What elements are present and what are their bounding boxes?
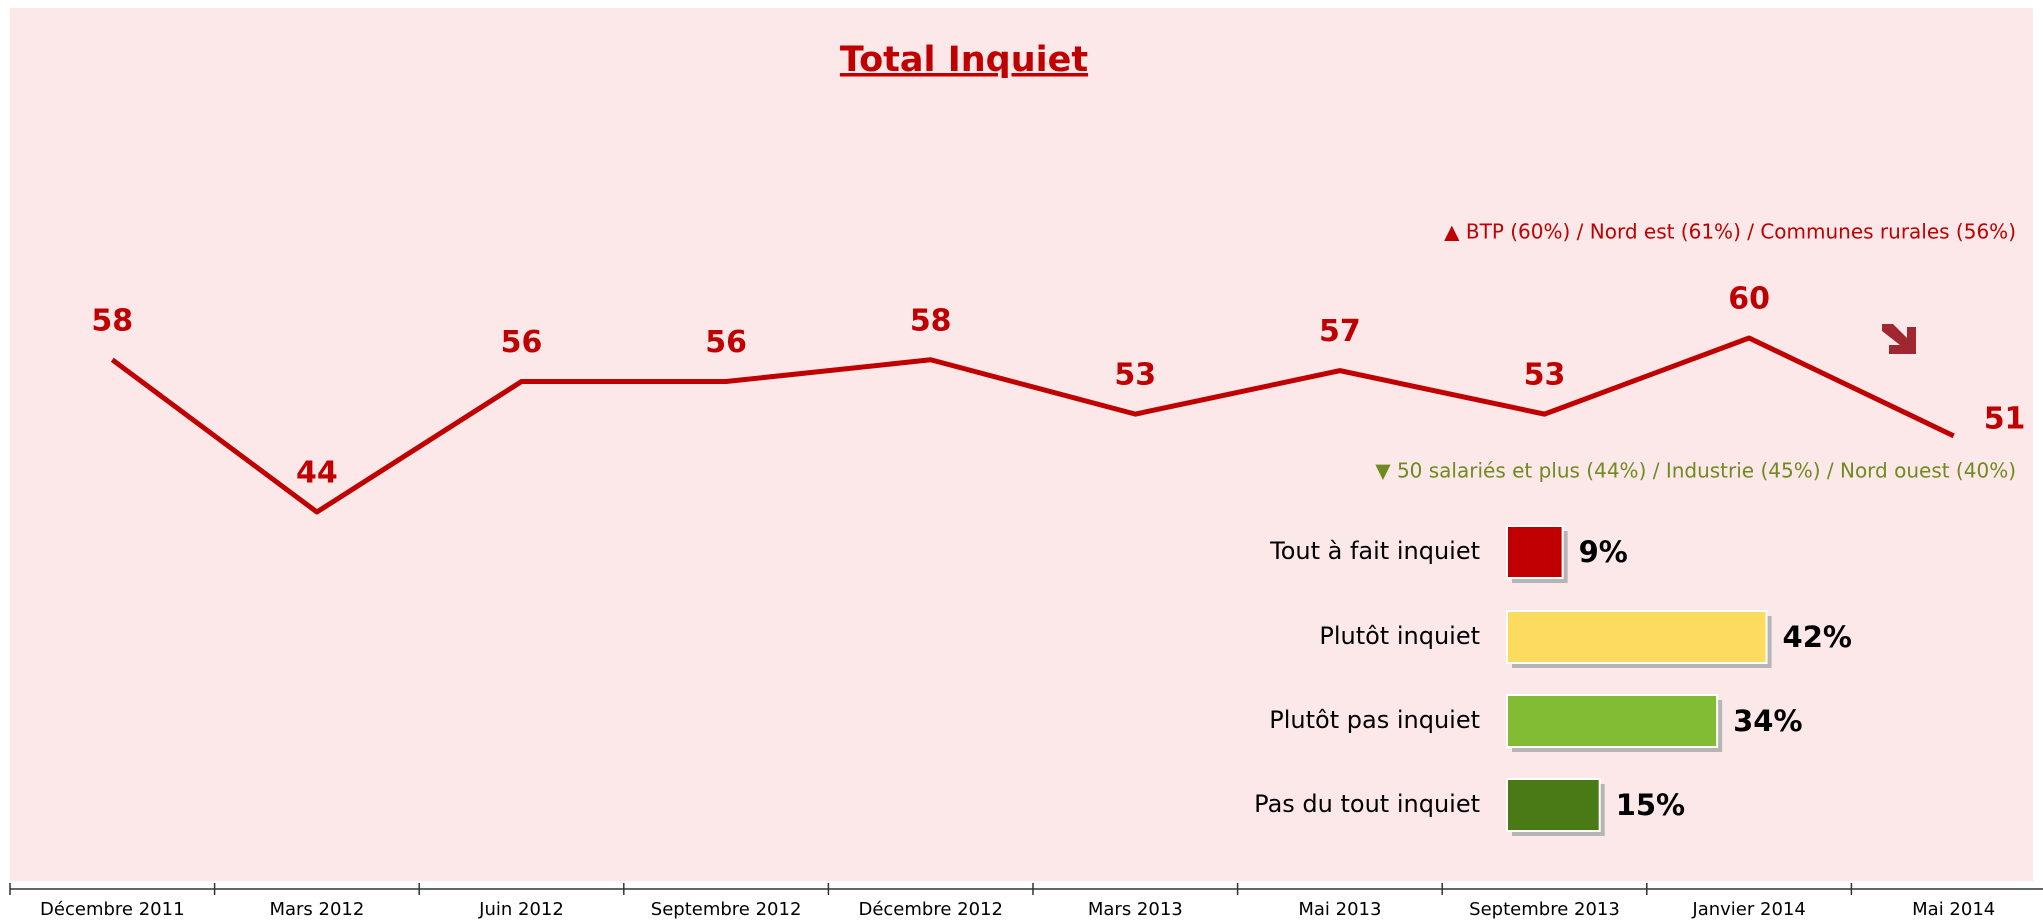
x-tick-label: Mars 2012: [269, 899, 364, 920]
data-label: 58: [910, 303, 952, 338]
value-label: 9%: [1579, 535, 1628, 569]
x-tick-label: Septembre 2012: [651, 899, 802, 920]
data-label: 44: [296, 456, 338, 491]
value-label: 34%: [1733, 704, 1802, 738]
trend-arrow-icon: [1882, 324, 1916, 354]
x-tick-label: Janvier 2014: [1691, 899, 1805, 920]
category-label: Plutôt inquiet: [1319, 622, 1480, 650]
category-label: Plutôt pas inquiet: [1269, 706, 1480, 734]
bar: [1506, 610, 1768, 664]
annotation: ▲ BTP (60%) / Nord est (61%) / Communes …: [1444, 220, 2016, 244]
category-label: Tout à fait inquiet: [1269, 537, 1480, 565]
category-label: Pas du tout inquiet: [1254, 790, 1480, 818]
value-label: 42%: [1783, 620, 1852, 654]
data-label: 60: [1728, 282, 1770, 317]
bar: [1506, 525, 1564, 579]
data-label: 56: [705, 325, 747, 360]
data-label: 56: [501, 325, 543, 360]
x-tick-label: Mai 2014: [1912, 899, 1995, 920]
x-tick-label: Juin 2012: [478, 899, 564, 920]
data-label: 58: [91, 303, 133, 338]
x-tick-label: Mars 2013: [1088, 899, 1183, 920]
x-tick-label: Décembre 2011: [40, 899, 184, 920]
x-tick-label: Septembre 2013: [1469, 899, 1620, 920]
x-tick-label: Mai 2013: [1298, 899, 1381, 920]
bar: [1506, 694, 1719, 748]
chart-title: Total Inquiet: [840, 40, 1088, 80]
data-label: 51: [1984, 401, 2026, 436]
plot-background: [10, 8, 2033, 881]
data-label: 53: [1524, 358, 1566, 393]
data-label: 53: [1114, 358, 1156, 393]
value-label: 15%: [1616, 788, 1685, 822]
annotation: ▼ 50 salariés et plus (44%) / Industrie …: [1375, 459, 2016, 483]
x-tick-label: Décembre 2012: [858, 899, 1002, 920]
bar: [1506, 778, 1601, 832]
line-series: [110, 335, 1955, 515]
data-label: 57: [1319, 314, 1361, 349]
